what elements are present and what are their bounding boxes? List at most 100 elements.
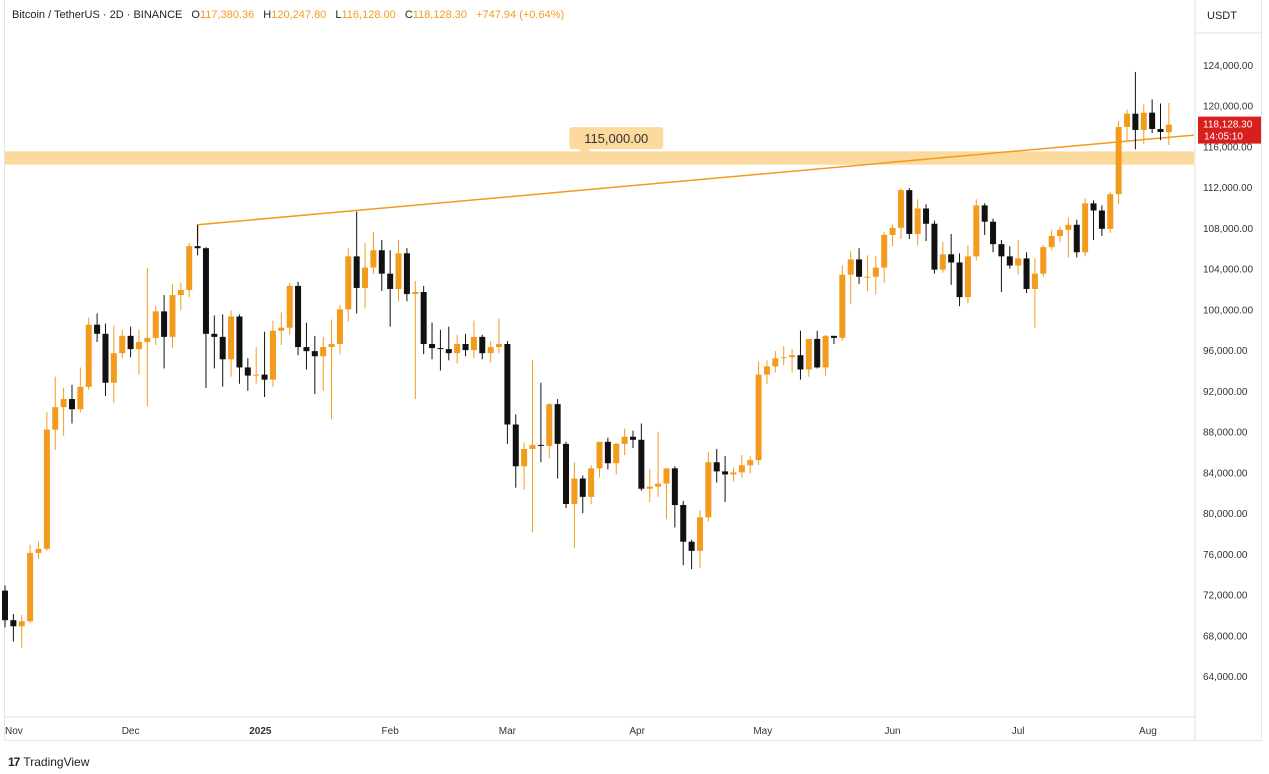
candle-body: [554, 404, 561, 444]
candle-body: [956, 262, 963, 298]
high-value: 120,247.80: [271, 9, 327, 21]
candle-body: [638, 439, 645, 489]
low-label: L: [335, 9, 342, 21]
candle-body: [881, 234, 888, 268]
candle-body: [646, 486, 653, 489]
currency-label[interactable]: USDT: [1207, 10, 1237, 22]
candle-body: [278, 327, 285, 331]
y-tick-label: 80,000.00: [1203, 509, 1248, 520]
tradingview-footer: 17 TradingView: [8, 755, 89, 769]
candle-body: [1006, 256, 1013, 266]
y-tick-label: 100,000.00: [1203, 305, 1253, 316]
candle-body: [1048, 235, 1055, 248]
candle-body: [814, 338, 821, 368]
candle-body: [403, 253, 410, 295]
candle-body: [186, 246, 193, 290]
candle-body: [797, 355, 804, 370]
candle-body: [202, 248, 209, 334]
candle-body: [830, 335, 837, 338]
candle-body: [303, 347, 310, 352]
x-tick-label: Mar: [499, 726, 517, 737]
candle-body: [194, 246, 201, 249]
candle-body: [27, 552, 34, 622]
y-tick-label: 96,000.00: [1203, 346, 1248, 357]
candle-body: [529, 444, 536, 449]
x-tick-label: Dec: [122, 726, 140, 737]
candle-body: [311, 351, 318, 357]
candle-body: [663, 468, 670, 484]
candle-body: [1040, 247, 1047, 274]
candle-body: [102, 333, 109, 383]
candle-body: [805, 338, 812, 370]
low-value: 116,128.00: [341, 9, 396, 21]
candle-body: [85, 324, 92, 387]
candle-body: [228, 316, 235, 360]
y-tick-label: 76,000.00: [1203, 550, 1248, 561]
x-tick-label: Jun: [885, 726, 901, 737]
y-tick-label: 72,000.00: [1203, 591, 1248, 602]
candle-body: [1082, 203, 1089, 253]
candle-body: [152, 311, 159, 338]
candle-body: [722, 471, 729, 475]
candle-body: [696, 517, 703, 551]
candle-body: [1149, 112, 1156, 129]
candle-body: [496, 344, 503, 348]
candle-body: [110, 353, 117, 383]
candle-body: [596, 441, 603, 469]
candle-body: [563, 443, 570, 505]
candle-body: [269, 330, 276, 380]
trendline: [197, 134, 1195, 226]
candle-body: [286, 285, 293, 328]
candle-body: [621, 436, 628, 444]
candle-body: [320, 347, 327, 357]
candle-body: [1073, 224, 1080, 253]
x-tick-label: Apr: [629, 726, 645, 737]
candle-body: [780, 357, 787, 359]
x-tick-label: Aug: [1139, 726, 1157, 737]
candle-body: [571, 478, 578, 505]
candle-body: [680, 505, 687, 542]
candle-body: [395, 253, 402, 289]
candle-body: [847, 259, 854, 275]
close-value: 118,128.30: [412, 9, 468, 21]
candle-body: [487, 347, 494, 354]
candle-body: [35, 548, 42, 553]
candle-body: [1165, 124, 1172, 133]
candle-body: [127, 335, 134, 350]
candle-body: [119, 335, 126, 354]
y-tick-label: 104,000.00: [1203, 265, 1253, 276]
candle-body: [981, 205, 988, 222]
candle-body: [437, 348, 444, 350]
resistance-zone: [5, 151, 1194, 165]
candle-body: [948, 254, 955, 263]
callout-label: 115,000.00: [584, 131, 648, 146]
x-tick-label: 2025: [249, 726, 272, 737]
tradingview-brand: TradingView: [23, 755, 90, 769]
candle-body: [479, 336, 486, 354]
candle-body: [60, 399, 67, 408]
candle-body: [763, 366, 770, 375]
candle-body: [1015, 258, 1022, 266]
candle-body: [521, 448, 528, 467]
candle-body: [856, 259, 863, 277]
candle-body: [236, 316, 243, 368]
candle-body: [973, 205, 980, 257]
candle-body: [730, 472, 737, 475]
chart-frame[interactable]: [4, 0, 1262, 741]
candle-body: [420, 292, 427, 345]
candle-body: [747, 460, 754, 466]
candle-body: [2, 590, 8, 621]
candle-body: [822, 335, 829, 368]
candle-body: [1057, 229, 1064, 236]
last-price-tag: [1198, 116, 1261, 144]
candle-body: [889, 227, 896, 235]
candle-body: [897, 190, 904, 228]
x-tick-label: Jul: [1012, 726, 1025, 737]
candle-body: [177, 289, 184, 296]
candle-body: [1140, 112, 1147, 130]
candle-body: [10, 620, 17, 627]
candle-body: [1065, 224, 1072, 230]
candle-body: [872, 267, 879, 277]
symbol-title: Bitcoin / TetherUS · 2D · BINANCE: [12, 9, 183, 21]
candle-body: [378, 250, 385, 274]
